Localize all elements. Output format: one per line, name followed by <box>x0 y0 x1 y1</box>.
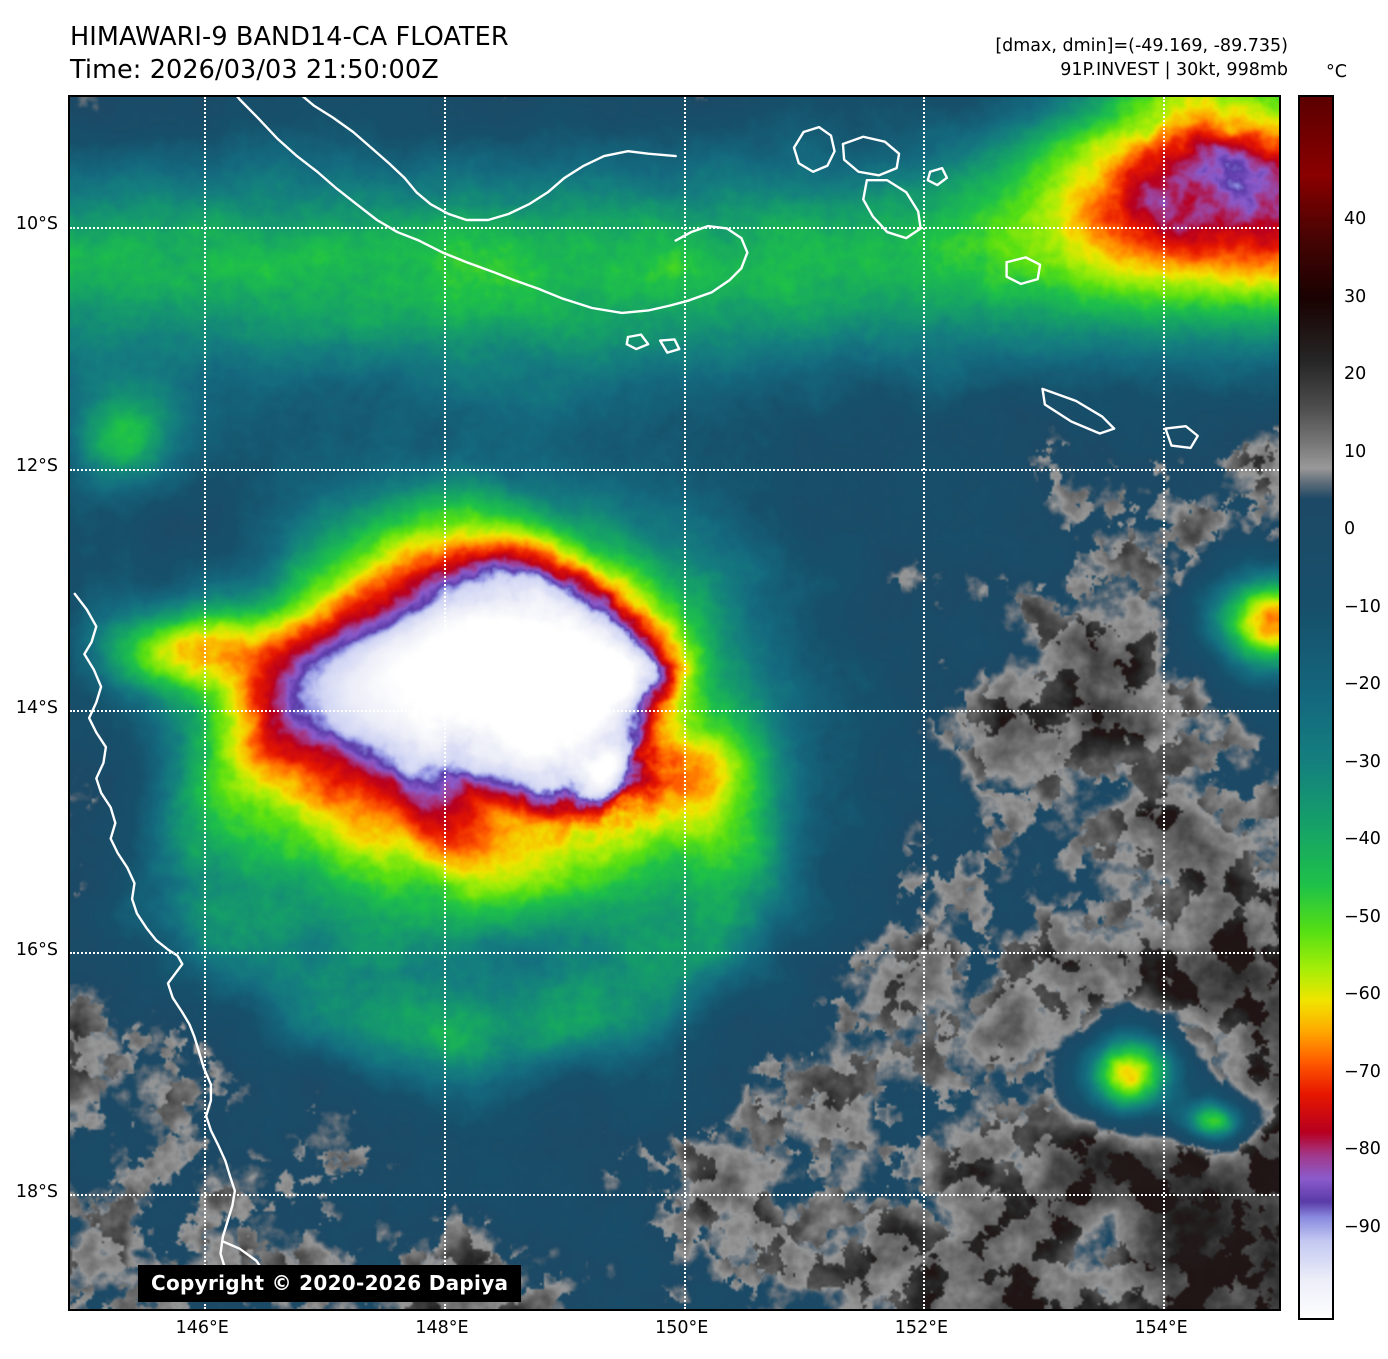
y-tick-label-1: 12°S <box>15 456 58 477</box>
coastline-path-12 <box>658 338 681 354</box>
x-tick-3: 152°E <box>894 1318 949 1338</box>
colorbar-tick-12: −80 <box>1344 1139 1381 1160</box>
y-tick-4: 18°S <box>16 1182 100 1202</box>
copyright-banner: Copyright © 2020-2026 Dapiya <box>138 1265 522 1302</box>
coastline-path-0 <box>236 97 689 315</box>
satellite-image-plot[interactable]: Copyright © 2020-2026 Dapiya <box>68 95 1281 1311</box>
colorbar-tick-13: −90 <box>1344 1216 1381 1237</box>
coastline-path-9 <box>1041 387 1116 435</box>
colorbar-tick-11: −70 <box>1344 1061 1381 1082</box>
colorbar-tick-0: 40 <box>1344 209 1367 230</box>
y-tick-label-4: 18°S <box>15 1182 58 1203</box>
page-title: HIMAWARI-9 BAND14-CA FLOATER Time: 2026/0… <box>70 21 509 87</box>
colorbar-tick-10: −60 <box>1344 984 1381 1005</box>
colorbar-unit-label: °C <box>1326 62 1347 82</box>
observation-time: Time: 2026/03/03 21:50:00Z <box>70 55 439 85</box>
coastline-path-4 <box>792 125 836 173</box>
coastline-path-5 <box>841 135 901 177</box>
coastline-path-10 <box>1164 425 1199 450</box>
x-tick-4: 154°E <box>1134 1318 1188 1338</box>
coastline-path-8 <box>1005 256 1042 286</box>
dmax-dmin-readout: [dmax, dmin]=(-49.169, -89.735) <box>995 36 1288 56</box>
y-tick-label-0: 10°S <box>15 214 58 235</box>
coastline-path-11 <box>625 333 650 351</box>
y-tick-label-3: 16°S <box>15 940 58 961</box>
colorbar-tick-7: −30 <box>1344 751 1381 772</box>
y-tick-1: 12°S <box>16 456 100 476</box>
colorbar-tick-4: 0 <box>1344 519 1356 540</box>
y-tick-0: 10°S <box>16 214 100 234</box>
product-title: HIMAWARI-9 BAND14-CA FLOATER <box>70 22 509 52</box>
coastline-path-3 <box>674 224 749 303</box>
colorbar-tick-1: 30 <box>1344 286 1367 307</box>
colorbar-tick-6: −20 <box>1344 674 1381 695</box>
coastline-path-1 <box>301 97 677 222</box>
colorbar-tick-3: 10 <box>1344 441 1367 462</box>
x-tick-0: 146°E <box>175 1318 229 1338</box>
header-metadata: [dmax, dmin]=(-49.169, -89.735) 91P.INVES… <box>995 34 1288 82</box>
temperature-colorbar[interactable] <box>1298 95 1334 1320</box>
y-tick-2: 14°S <box>16 698 100 718</box>
y-tick-label-2: 14°S <box>15 698 58 719</box>
y-tick-3: 16°S <box>16 940 100 960</box>
coastline-path-6 <box>862 179 922 240</box>
colorbar-tick-2: 20 <box>1344 364 1367 385</box>
colorbar-tick-8: −40 <box>1344 829 1381 850</box>
x-tick-1: 148°E <box>415 1318 469 1338</box>
colorbar-tick-9: −50 <box>1344 906 1381 927</box>
coastline-path-7 <box>926 166 949 187</box>
storm-id-intensity: 91P.INVEST | 30kt, 998mb <box>1060 60 1288 80</box>
colorbar-tick-5: −10 <box>1344 596 1381 617</box>
infrared-imagery-layer <box>70 97 1279 1309</box>
coastline-overlay <box>73 97 1199 1299</box>
x-tick-2: 150°E <box>655 1318 709 1338</box>
